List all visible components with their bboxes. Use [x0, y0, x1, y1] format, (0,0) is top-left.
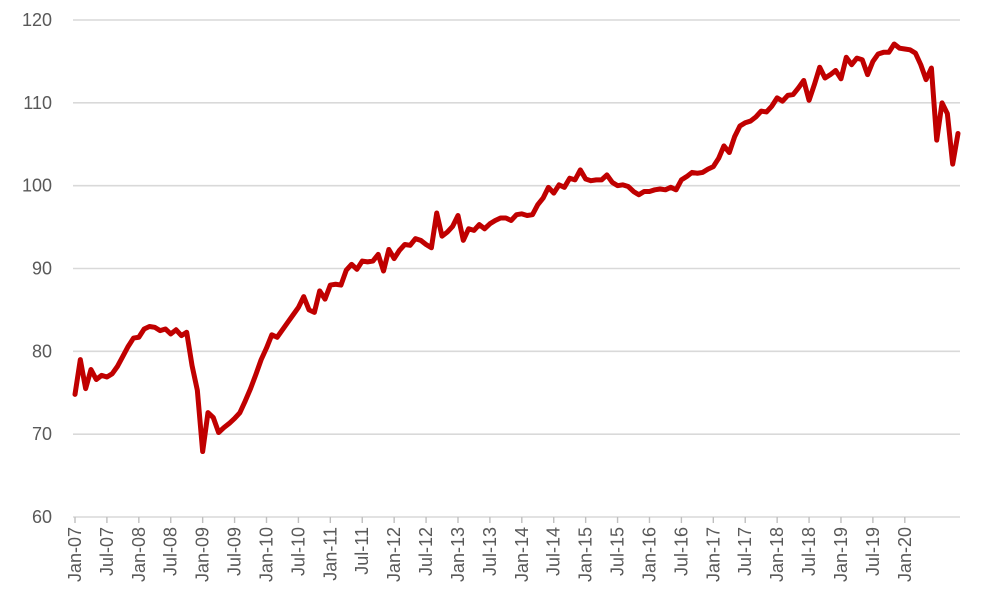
x-tick-label: Jan-10 [256, 527, 276, 582]
series-line [72, 41, 961, 455]
x-tick-label: Jan-12 [384, 527, 404, 582]
x-tick-label: Jul-10 [288, 527, 308, 576]
x-tick-label: Jul-07 [97, 527, 117, 576]
x-tick-label: Jul-16 [671, 527, 691, 576]
x-tick-label: Jan-11 [320, 527, 340, 581]
x-tick-label: Jul-09 [225, 527, 245, 576]
x-tick-label: Jan-20 [895, 527, 915, 582]
y-tick-label: 60 [32, 507, 52, 527]
x-tick-label: Jan-16 [639, 527, 659, 582]
gridlines [73, 19, 960, 435]
series-group [72, 41, 961, 455]
y-axis-tick-labels: 60 70 80 90 100 110 120 [22, 10, 52, 527]
y-tick-label: 120 [22, 10, 52, 30]
x-tick-label: Jan-17 [703, 527, 723, 582]
x-tick-label: Jul-11 [352, 527, 372, 575]
y-tick-label: 90 [32, 259, 52, 279]
x-tick-label: Jul-19 [863, 527, 883, 576]
x-tick-label: Jul-12 [416, 527, 436, 576]
y-tick-label: 100 [22, 176, 52, 196]
x-tick-label: Jan-13 [448, 527, 468, 582]
x-tick-label: Jul-14 [544, 527, 564, 576]
y-tick-label: 70 [32, 424, 52, 444]
y-tick-label: 110 [23, 93, 52, 113]
x-tick-label: Jul-08 [161, 527, 181, 576]
x-tick-label: Jan-14 [512, 527, 532, 582]
x-tick-label: Jul-13 [480, 527, 500, 576]
x-tick-label: Jul-18 [799, 527, 819, 576]
x-tick-label: Jul-15 [608, 527, 628, 576]
x-tick-label: Jan-15 [576, 527, 596, 582]
x-axis-tick-labels: Jan-07 Jul-07 Jan-08 Jul-08 Jan-09 Jul-09 Jan-… [65, 527, 915, 582]
y-tick-label: 80 [32, 341, 52, 361]
x-tick-label: Jan-19 [831, 527, 851, 582]
x-tick-label: Jan-07 [65, 527, 85, 582]
x-tick-label: Jul-17 [735, 527, 755, 576]
x-tick-label: Jan-09 [193, 527, 213, 582]
x-axis [73, 516, 960, 523]
x-tick-label: Jan-18 [767, 527, 787, 582]
x-tick-label: Jan-08 [129, 527, 149, 582]
